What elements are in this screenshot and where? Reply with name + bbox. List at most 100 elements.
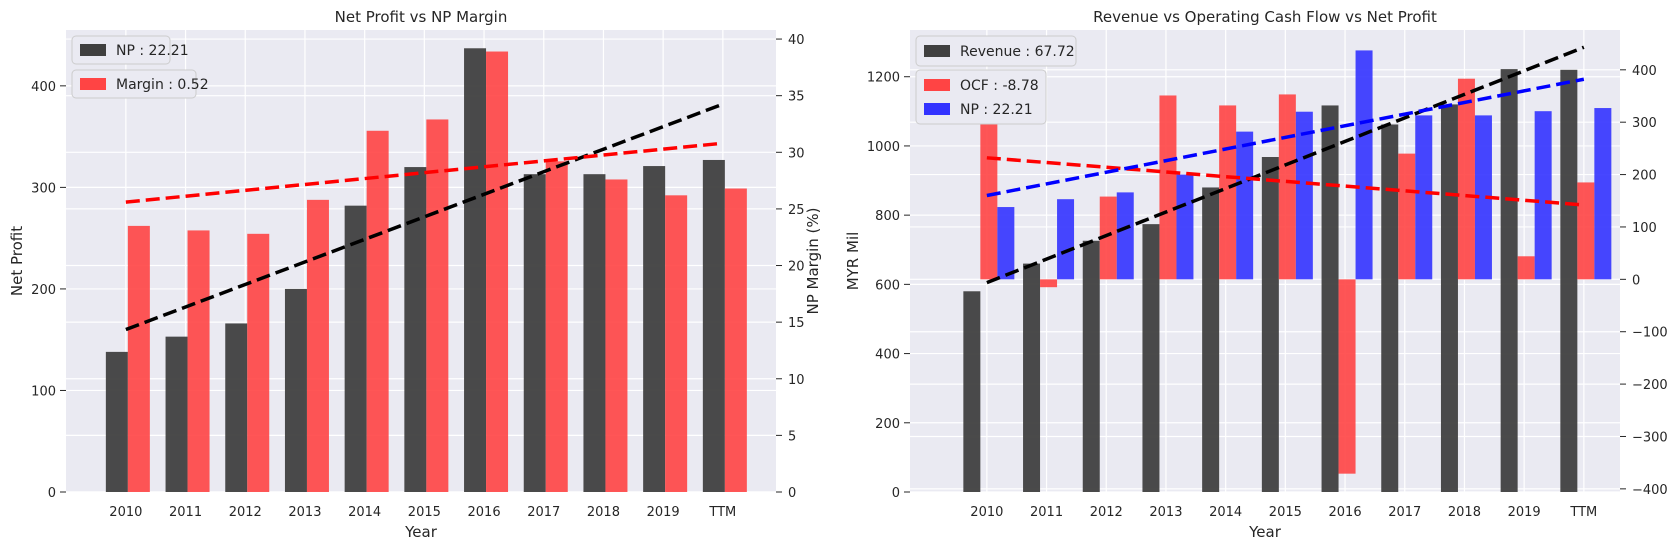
x-tick-labels: 2010 2011 2012 2013 2014 2015 2016 2017 2018 2019… (970, 505, 1597, 520)
right-y-tick-label: 10 (788, 373, 805, 388)
bar-np-2018 (1474, 115, 1492, 280)
right-y-tick-label: −100 (1632, 326, 1668, 341)
x-tick-label: 2011 (169, 505, 202, 520)
bar-margin-2015 (426, 119, 449, 493)
x-tick-label: 2018 (587, 505, 620, 520)
x-tick-labels: 2010 2011 2012 2013 2014 2015 2016 2017 2018 2019… (109, 505, 736, 520)
y-tick-label: 200 (875, 417, 900, 432)
legend: Revenue : 67.72 OCF : -8.78 NP : 22.21 (915, 35, 1077, 125)
right-y-tick-label: 35 (788, 90, 805, 105)
bar-ocf-2017 (1398, 153, 1416, 280)
y-tick-label: 1200 (867, 71, 900, 86)
bar-np-2016 (1355, 50, 1373, 280)
x-tick-label: 2012 (1090, 505, 1123, 520)
bar-revenue-2013 (1142, 224, 1160, 493)
x-tick-label: 2012 (229, 505, 262, 520)
legend-entry-ocf: OCF : -8.78 (960, 78, 1039, 94)
legend-entry-np: NP : 22.21 (116, 43, 189, 59)
bar-np-2017 (1415, 115, 1433, 280)
bar-np-2019 (643, 166, 666, 493)
x-tick-label: 2018 (1448, 505, 1481, 520)
bar-revenue-2018 (1440, 104, 1458, 493)
chart-net-profit-vs-margin: 2010 2011 2012 2013 2014 2015 2016 2017 2018 2019… (8, 8, 822, 541)
bar-np-2012 (225, 323, 248, 492)
trendline-000000 (986, 45, 1585, 285)
y-tick-labels: 0 100 200 300 400 (31, 80, 66, 501)
bar-ocf-2011 (1040, 279, 1058, 288)
right-y-tick-label: −200 (1632, 378, 1668, 393)
bar-ocf-2013 (1159, 95, 1177, 280)
right-y-tick-label: 0 (1632, 273, 1640, 288)
y-tick-label: 300 (31, 181, 56, 196)
x-tick-label: 2019 (647, 505, 680, 520)
bar-np-ttm (1594, 108, 1612, 280)
bar-ocf-2018 (1457, 78, 1475, 280)
chart-revenue-ocf-np: 2010 2011 2012 2013 2014 2015 2016 2017 2018 2019… (844, 8, 1668, 541)
bar-margin-2013 (306, 199, 329, 492)
bar-margin-ttm (724, 188, 747, 492)
right-y-axis-label: NP Margin (%) (804, 208, 822, 315)
bar-np-2014 (1236, 131, 1254, 280)
chart-title: Revenue vs Operating Cash Flow vs Net Pr… (1093, 8, 1437, 26)
bar-np-2015 (404, 167, 427, 493)
bar-np-2019 (1534, 111, 1552, 280)
bar-margin-2012 (247, 233, 270, 492)
y-tick-label: 800 (875, 209, 900, 224)
legend-swatch (80, 78, 106, 90)
y-tick-label: 100 (31, 384, 56, 399)
legend-swatch (924, 79, 950, 91)
bar-ocf-2010 (980, 82, 998, 280)
legend-swatch (924, 103, 950, 115)
legend-entry-margin: Margin : 0.52 (116, 77, 209, 93)
bar-revenue-2019 (1500, 69, 1518, 492)
bar-np-2017 (523, 174, 546, 492)
legend-box (915, 35, 1077, 67)
x-tick-label: 2014 (348, 505, 381, 520)
right-y-tick-label: 30 (788, 146, 805, 161)
bar-margin-2014 (366, 130, 389, 492)
bar-np-2011 (1057, 199, 1075, 280)
right-y-tick-labels: 0 5 10 15 20 25 30 35 40 (776, 33, 805, 501)
bars (105, 48, 747, 493)
bar-np-2011 (165, 336, 188, 492)
bar-ocf-2012 (1099, 196, 1117, 280)
y-tick-label: 1000 (867, 140, 900, 155)
right-y-tick-label: 40 (788, 33, 805, 48)
y-axis-label: Net Profit (8, 226, 26, 296)
right-y-tick-label: −300 (1632, 430, 1668, 445)
legend-box (71, 35, 171, 65)
y-axis-label: MYR Mil (844, 232, 862, 291)
bar-ocf-2019 (1517, 256, 1535, 280)
y-tick-label: 200 (31, 283, 56, 298)
x-tick-label: 2015 (408, 505, 441, 520)
bar-margin-2018 (605, 179, 628, 492)
bar-revenue-2017 (1381, 124, 1399, 492)
x-tick-label: 2016 (468, 505, 501, 520)
bar-revenue-2012 (1082, 240, 1100, 492)
trendlines (986, 45, 1585, 285)
bar-np-2010 (105, 351, 128, 492)
x-tick-label: 2016 (1329, 505, 1362, 520)
y-tick-label: 600 (875, 278, 900, 293)
bar-np-ttm (702, 159, 725, 492)
x-tick-label: 2019 (1508, 505, 1541, 520)
x-tick-label: 2010 (109, 505, 142, 520)
legend-swatch (924, 45, 950, 57)
trendlines (125, 102, 724, 332)
bar-np-2015 (1295, 111, 1313, 280)
bar-ocf-2014 (1219, 105, 1237, 280)
x-tick-label: TTM (1569, 505, 1597, 520)
bar-revenue-2015 (1261, 157, 1279, 492)
bar-margin-2019 (665, 195, 688, 492)
bar-margin-2017 (545, 161, 568, 492)
right-y-tick-label: −400 (1632, 483, 1668, 498)
x-tick-label: TTM (708, 505, 736, 520)
right-y-tick-labels: −400 −300 −200 −100 0 100 200 300 400 (1620, 64, 1668, 498)
right-y-tick-label: 20 (788, 260, 805, 275)
bar-revenue-2014 (1202, 187, 1220, 492)
x-tick-label: 2014 (1209, 505, 1242, 520)
x-tick-label: 2017 (527, 505, 560, 520)
bars (963, 50, 1612, 493)
right-y-tick-label: 300 (1632, 116, 1657, 131)
